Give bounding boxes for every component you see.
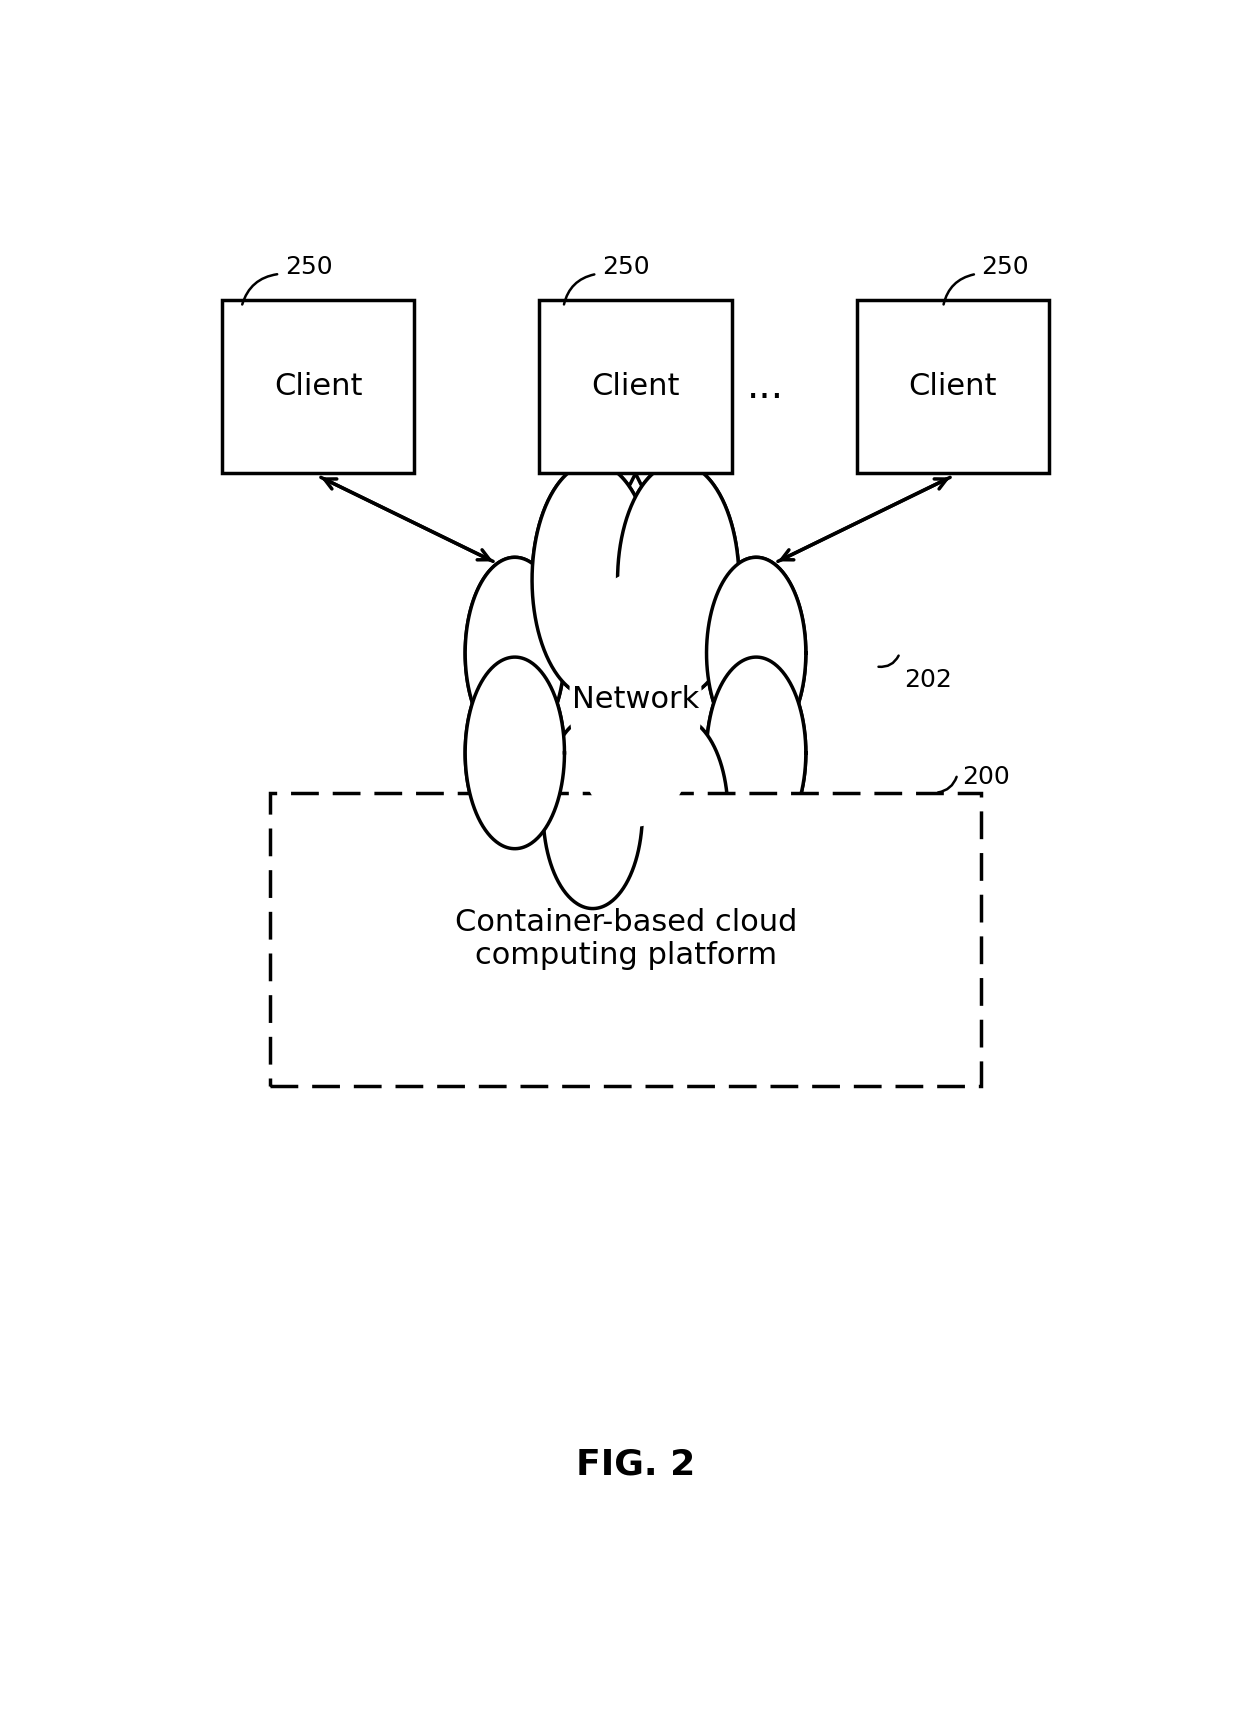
Polygon shape bbox=[465, 657, 564, 848]
Polygon shape bbox=[618, 463, 739, 696]
Polygon shape bbox=[629, 717, 728, 909]
Polygon shape bbox=[570, 574, 701, 826]
Text: Container-based cloud
computing platform: Container-based cloud computing platform bbox=[455, 907, 797, 971]
Polygon shape bbox=[707, 558, 806, 748]
Text: 202: 202 bbox=[905, 667, 952, 691]
Polygon shape bbox=[532, 463, 653, 696]
Text: 250: 250 bbox=[601, 256, 650, 280]
Polygon shape bbox=[618, 463, 739, 696]
Polygon shape bbox=[707, 657, 806, 848]
Polygon shape bbox=[543, 717, 642, 909]
Polygon shape bbox=[629, 717, 728, 909]
Text: ...: ... bbox=[746, 368, 784, 406]
Polygon shape bbox=[465, 558, 564, 748]
Polygon shape bbox=[465, 657, 564, 848]
Bar bbox=[539, 301, 732, 473]
Text: 250: 250 bbox=[285, 256, 332, 280]
Polygon shape bbox=[707, 657, 806, 848]
Text: Client: Client bbox=[909, 373, 997, 401]
Polygon shape bbox=[532, 463, 653, 696]
Bar bbox=[270, 793, 982, 1085]
Polygon shape bbox=[570, 574, 701, 826]
Polygon shape bbox=[707, 657, 806, 848]
Polygon shape bbox=[543, 717, 642, 909]
Bar bbox=[222, 301, 414, 473]
Text: 250: 250 bbox=[982, 256, 1029, 280]
Text: Client: Client bbox=[591, 373, 680, 401]
Bar bbox=[857, 301, 1049, 473]
Polygon shape bbox=[465, 558, 564, 748]
Polygon shape bbox=[618, 463, 739, 696]
Polygon shape bbox=[532, 463, 653, 696]
Polygon shape bbox=[707, 558, 806, 748]
Polygon shape bbox=[570, 574, 701, 826]
Text: FIG. 2: FIG. 2 bbox=[575, 1448, 696, 1481]
Polygon shape bbox=[707, 558, 806, 748]
Text: 200: 200 bbox=[962, 766, 1011, 790]
Text: Network: Network bbox=[572, 686, 699, 714]
Polygon shape bbox=[629, 717, 728, 909]
Polygon shape bbox=[465, 657, 564, 848]
Text: Client: Client bbox=[274, 373, 362, 401]
Polygon shape bbox=[543, 717, 642, 909]
Polygon shape bbox=[465, 558, 564, 748]
